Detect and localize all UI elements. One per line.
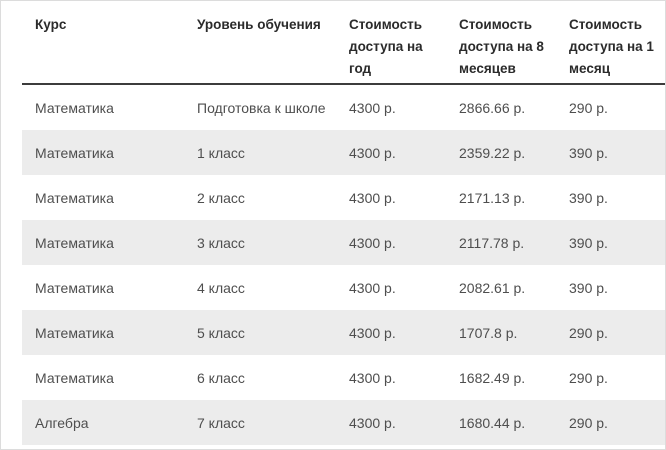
cell-level: 3 класс <box>197 234 245 251</box>
cell-course: Математика <box>35 369 114 386</box>
cell-price-1-month: 390 р. <box>569 234 608 251</box>
cell-level: 6 класс <box>197 369 245 386</box>
table-row: Алгебра 7 класс 4300 р. 1680.44 р. 290 р… <box>22 400 665 445</box>
table-row: Математика 5 класс 4300 р. 1707.8 р. 290… <box>22 310 665 355</box>
cell-course: Математика <box>35 144 114 161</box>
cell-price-year: 4300 р. <box>349 369 396 386</box>
cell-level: 7 класс <box>197 414 245 431</box>
cell-course: Математика <box>35 234 114 251</box>
cell-price-year: 4300 р. <box>349 99 396 116</box>
cell-price-year: 4300 р. <box>349 414 396 431</box>
cell-price-8-months: 2117.78 р. <box>459 234 525 251</box>
cell-level: 2 класс <box>197 189 245 206</box>
column-header-price-8-months: Стоимость доступа на 8 месяцев <box>446 1 556 85</box>
cell-level: 1 класс <box>197 144 245 161</box>
cell-price-year: 4300 р. <box>349 144 396 161</box>
cell-price-8-months: 2359.22 р. <box>459 144 526 161</box>
course-pricing-table: Курс Уровень обучения Стоимость доступа … <box>22 1 665 445</box>
table-row: Математика 6 класс 4300 р. 1682.49 р. 29… <box>22 355 665 400</box>
cell-price-8-months: 1680.44 р. <box>459 414 526 431</box>
cell-price-year: 4300 р. <box>349 324 396 341</box>
cell-price-1-month: 290 р. <box>569 414 608 431</box>
table-row: Математика 4 класс 4300 р. 2082.61 р. 39… <box>22 265 665 310</box>
cell-price-1-month: 290 р. <box>569 369 608 386</box>
table-row: Математика 3 класс 4300 р. 2117.78 р. 39… <box>22 220 665 265</box>
header-row: Курс Уровень обучения Стоимость доступа … <box>22 1 665 85</box>
cell-level: Подготовка к школе <box>197 99 326 116</box>
column-header-price-1-month: Стоимость доступа на 1 месяц <box>556 1 665 85</box>
cell-price-8-months: 1707.8 р. <box>459 324 518 341</box>
cell-price-8-months: 2082.61 р. <box>459 279 526 296</box>
table-row: Математика Подготовка к школе 4300 р. 28… <box>22 84 665 130</box>
cell-price-year: 4300 р. <box>349 189 396 206</box>
cell-price-8-months: 1682.49 р. <box>459 369 526 386</box>
cell-price-1-month: 290 р. <box>569 99 608 116</box>
column-header-level: Уровень обучения <box>184 1 336 85</box>
cell-price-8-months: 2866.66 р. <box>459 99 526 116</box>
cell-price-1-month: 290 р. <box>569 324 608 341</box>
cell-price-1-month: 390 р. <box>569 144 608 161</box>
column-header-price-year: Стоимость доступа на год <box>336 1 446 85</box>
cell-course: Математика <box>35 99 114 116</box>
table-row: Математика 2 класс 4300 р. 2171.13 р. 39… <box>22 175 665 220</box>
cell-price-year: 4300 р. <box>349 234 396 251</box>
cell-level: 4 класс <box>197 279 245 296</box>
cell-course: Математика <box>35 279 114 296</box>
table-row: Математика 1 класс 4300 р. 2359.22 р. 39… <box>22 130 665 175</box>
cell-price-8-months: 2171.13 р. <box>459 189 526 206</box>
cell-course: Алгебра <box>35 414 89 431</box>
cell-price-1-month: 390 р. <box>569 189 608 206</box>
cell-course: Математика <box>35 189 114 206</box>
cell-price-year: 4300 р. <box>349 279 396 296</box>
cell-course: Математика <box>35 324 114 341</box>
cell-price-1-month: 390 р. <box>569 279 608 296</box>
cell-level: 5 класс <box>197 324 245 341</box>
column-header-course: Курс <box>22 1 184 85</box>
